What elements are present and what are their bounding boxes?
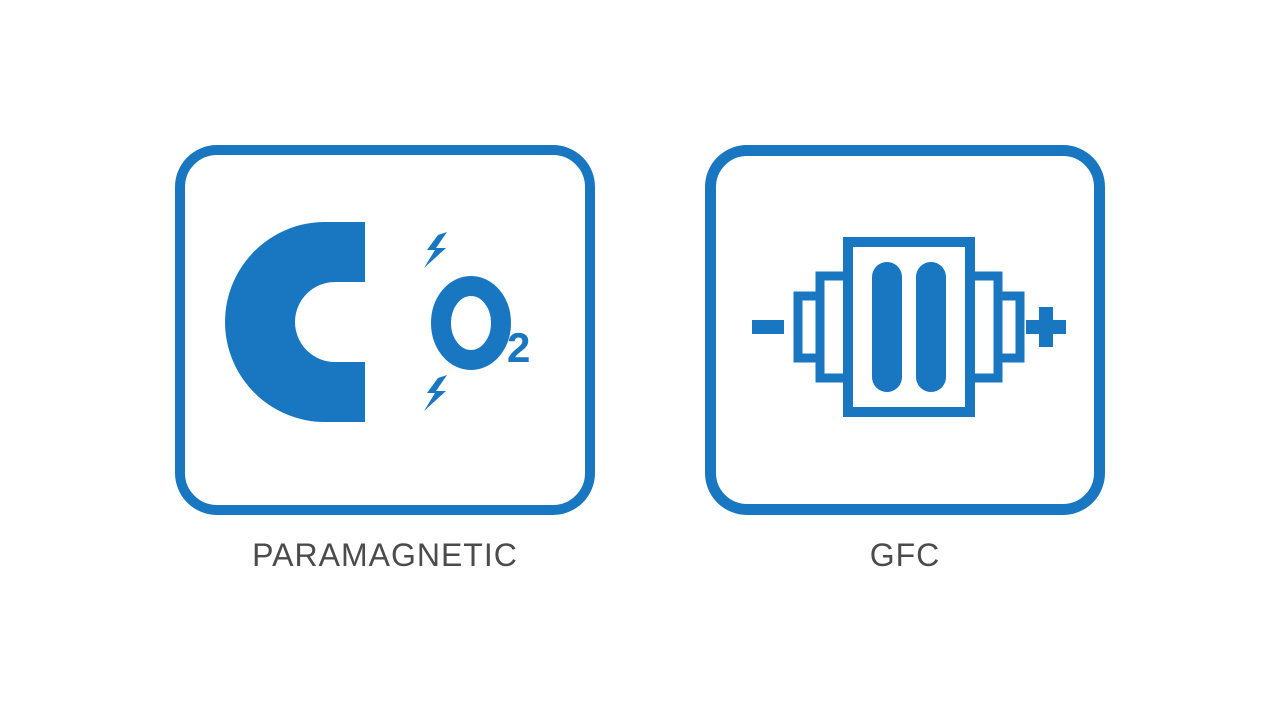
gfc-group: GFC — [705, 145, 1105, 574]
gfc-cell-icon — [730, 180, 1080, 480]
gfc-panel — [705, 145, 1105, 515]
paramagnetic-panel: 2 — [175, 145, 595, 515]
paramagnetic-label: PARAMAGNETIC — [252, 537, 518, 574]
magnet-o2-icon: 2 — [205, 180, 565, 480]
paramagnetic-group: 2 PARAMAGNETIC — [175, 145, 595, 574]
svg-text:2: 2 — [507, 324, 530, 371]
gfc-label: GFC — [870, 537, 941, 574]
